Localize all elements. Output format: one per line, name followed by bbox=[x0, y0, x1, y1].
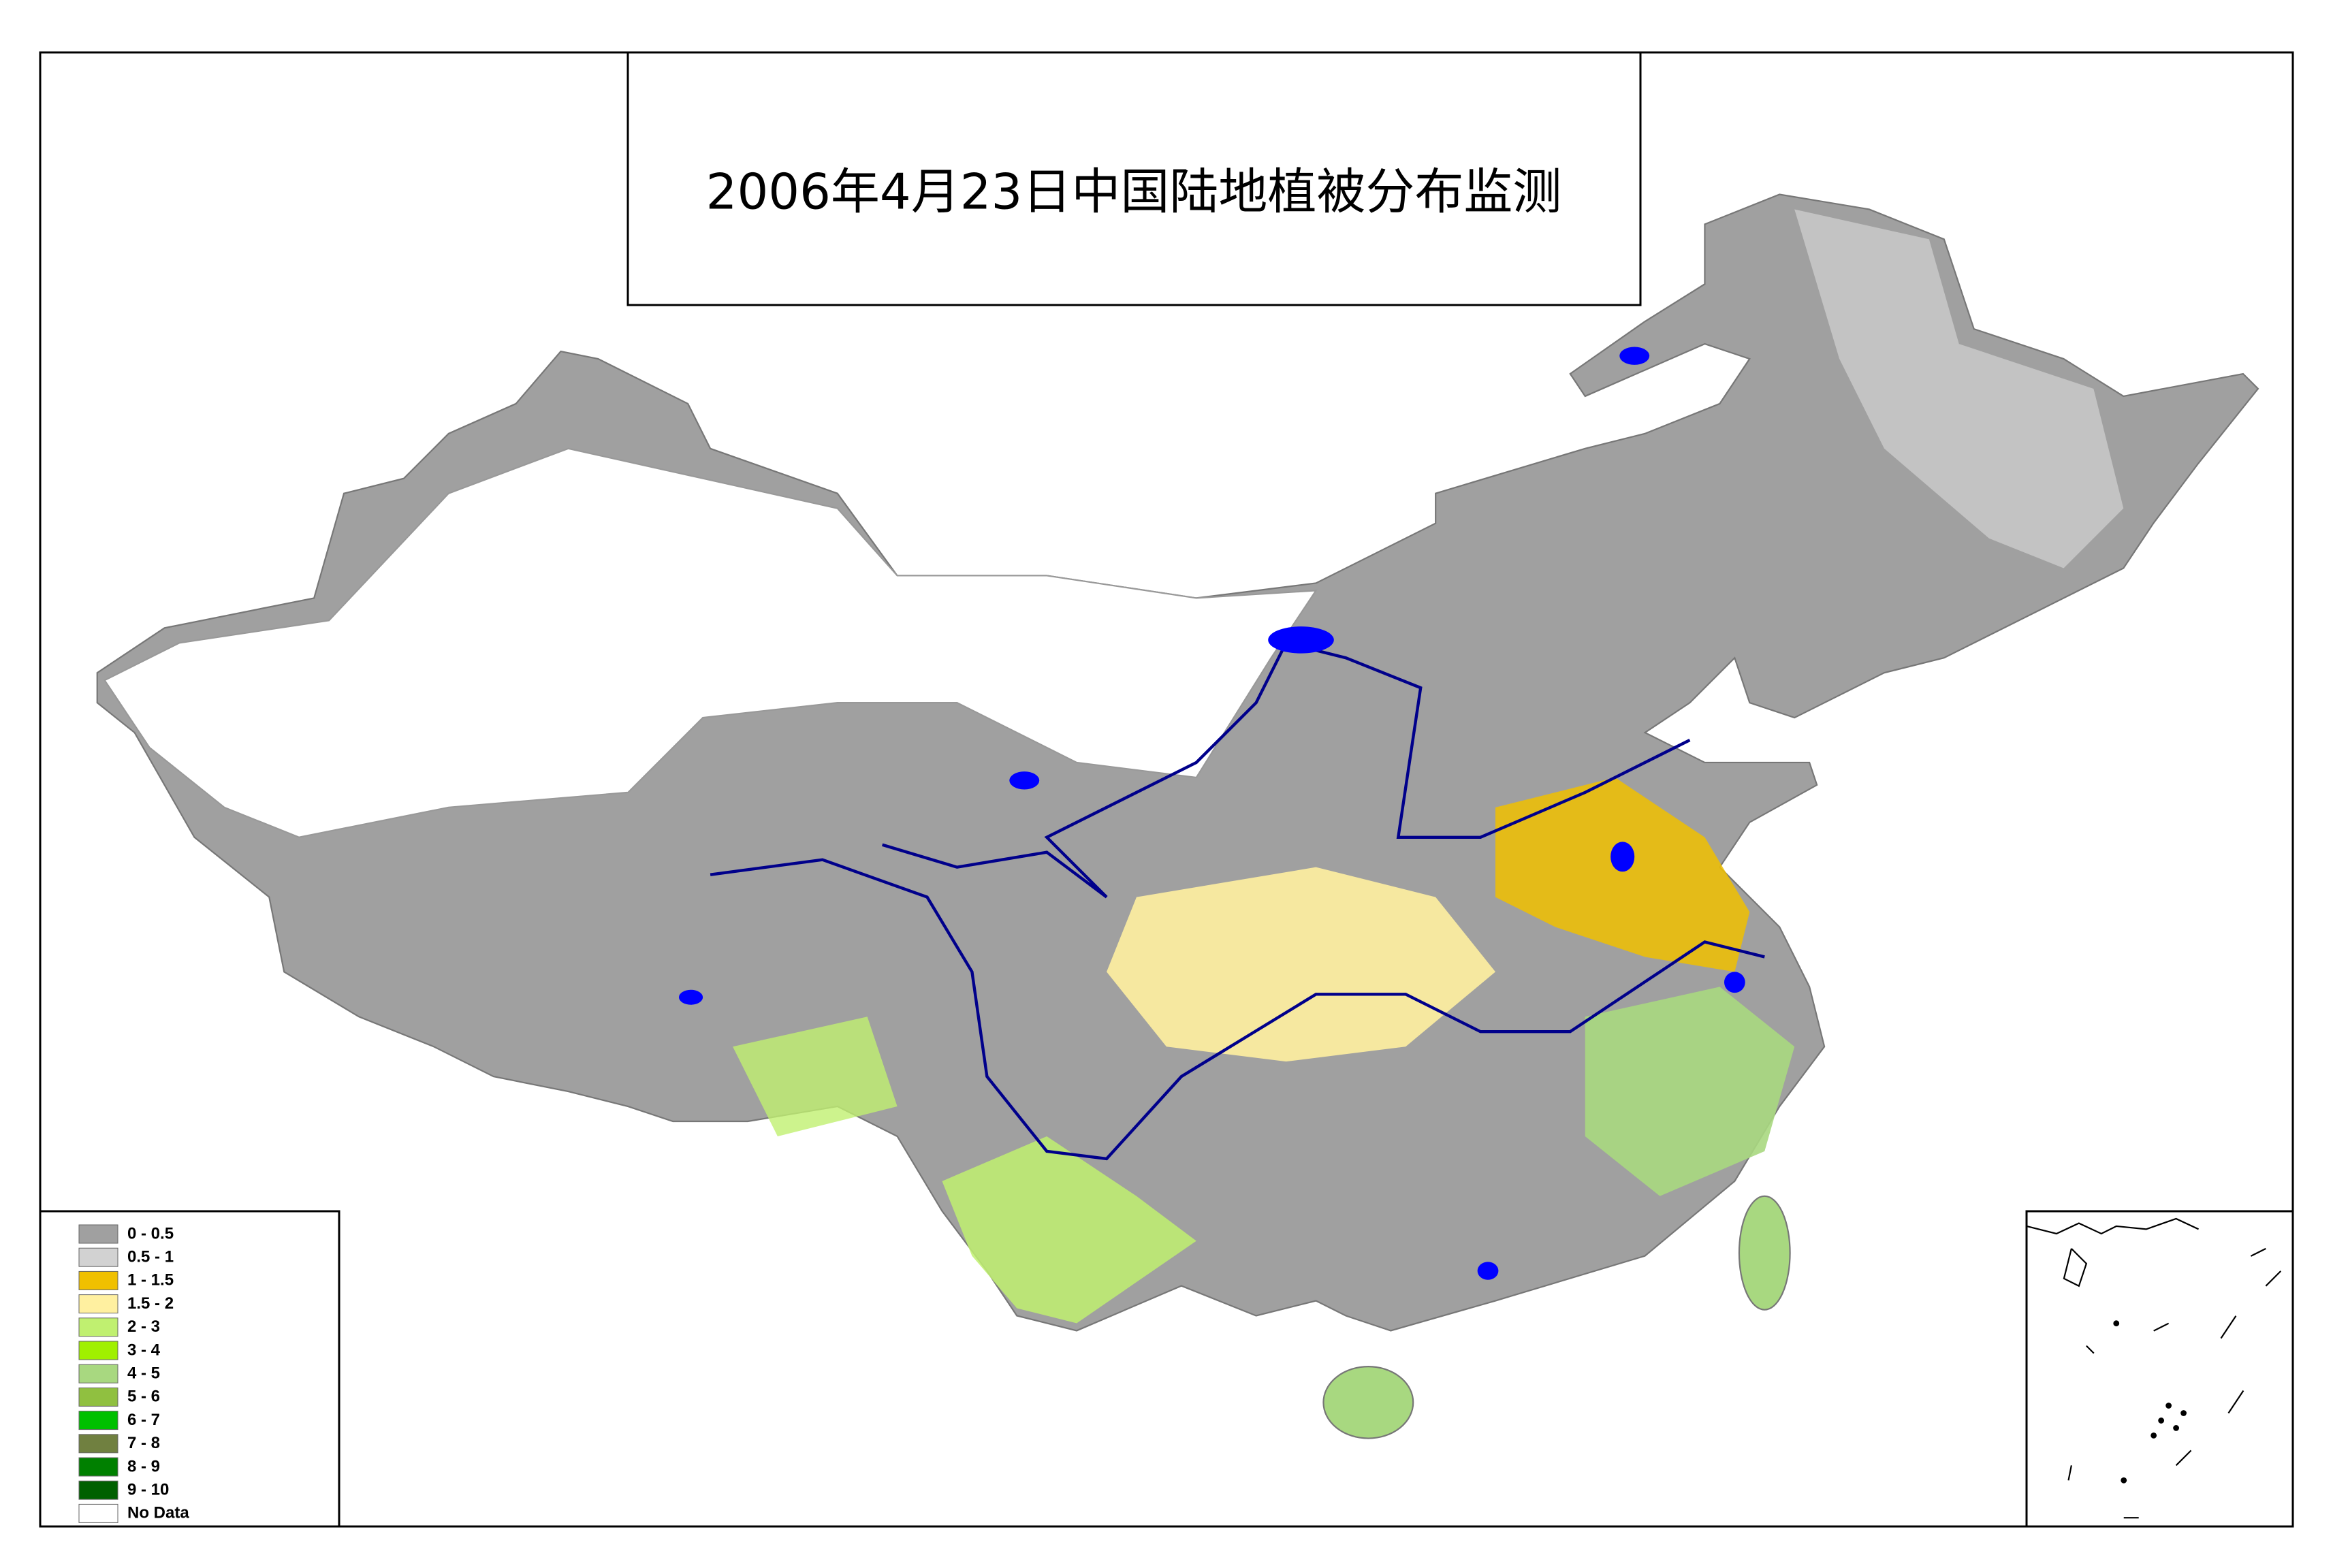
legend-label: 9 - 10 bbox=[127, 1481, 169, 1499]
legend-swatch bbox=[78, 1480, 118, 1500]
south-china-sea-inset bbox=[2026, 1217, 2282, 1519]
lake bbox=[678, 989, 703, 1005]
legend-label: 0 - 0.5 bbox=[127, 1224, 174, 1243]
legend-swatch bbox=[78, 1387, 118, 1407]
inset-dashes bbox=[2067, 1315, 2244, 1519]
yellow-river bbox=[882, 641, 1691, 899]
legend: 0 - 0.5 0.5 - 1 1 - 1.5 1.5 - 2 2 - 3 3 - 4 4 … bbox=[78, 1224, 189, 1523]
legend-swatch bbox=[78, 1364, 118, 1383]
yellow-light-region bbox=[1107, 867, 1495, 1062]
legend-label: 2 - 3 bbox=[127, 1317, 160, 1336]
legend-label: 1 - 1.5 bbox=[127, 1271, 174, 1290]
legend-label: No Data bbox=[127, 1504, 189, 1522]
legend-swatch bbox=[78, 1247, 118, 1267]
inset-box bbox=[2025, 1210, 2294, 1528]
green-southeast-region bbox=[733, 1017, 898, 1136]
legend-swatch bbox=[78, 1503, 118, 1523]
legend-swatch bbox=[78, 1341, 118, 1360]
legend-label: 1.5 - 2 bbox=[127, 1294, 174, 1313]
legend-label: 6 - 7 bbox=[127, 1411, 160, 1429]
lake bbox=[1009, 771, 1040, 790]
legend-label: 8 - 9 bbox=[127, 1457, 160, 1475]
inset-coast bbox=[2026, 1217, 2282, 1287]
rivers bbox=[710, 641, 1765, 1161]
legend-swatch bbox=[78, 1270, 118, 1290]
lake bbox=[1268, 626, 1334, 654]
yellow-region bbox=[1495, 777, 1750, 972]
lake bbox=[1610, 842, 1635, 872]
legend-swatch bbox=[78, 1434, 118, 1454]
legend-label: 0.5 - 1 bbox=[127, 1248, 174, 1266]
green-south-region bbox=[942, 1136, 1196, 1324]
legend-label: 5 - 6 bbox=[127, 1388, 160, 1406]
legend-swatch bbox=[78, 1411, 118, 1430]
inset-islands bbox=[2113, 1320, 2187, 1484]
green-region bbox=[1585, 987, 1795, 1196]
legend-swatch bbox=[78, 1294, 118, 1314]
taiwan bbox=[1738, 1195, 1791, 1311]
legend-swatch bbox=[78, 1224, 118, 1244]
legend-swatch bbox=[78, 1317, 118, 1337]
map-title: 2006年4月23日中国陆地植被分布监测 bbox=[706, 163, 1562, 221]
hainan bbox=[1322, 1366, 1414, 1439]
lakes bbox=[678, 347, 1745, 1280]
legend-label: 4 - 5 bbox=[127, 1364, 160, 1383]
legend-label: 3 - 4 bbox=[127, 1341, 161, 1359]
no-data-region bbox=[104, 447, 1318, 838]
title-box bbox=[626, 51, 1642, 306]
china-map bbox=[96, 193, 2259, 1439]
lake bbox=[1724, 972, 1745, 993]
lake bbox=[1619, 347, 1650, 365]
yangtze-river bbox=[710, 858, 1765, 1161]
low-vegetation-region bbox=[1794, 209, 2124, 569]
legend-label: 7 - 8 bbox=[127, 1434, 160, 1452]
lake bbox=[1477, 1262, 1499, 1280]
legend-swatch bbox=[78, 1457, 118, 1477]
